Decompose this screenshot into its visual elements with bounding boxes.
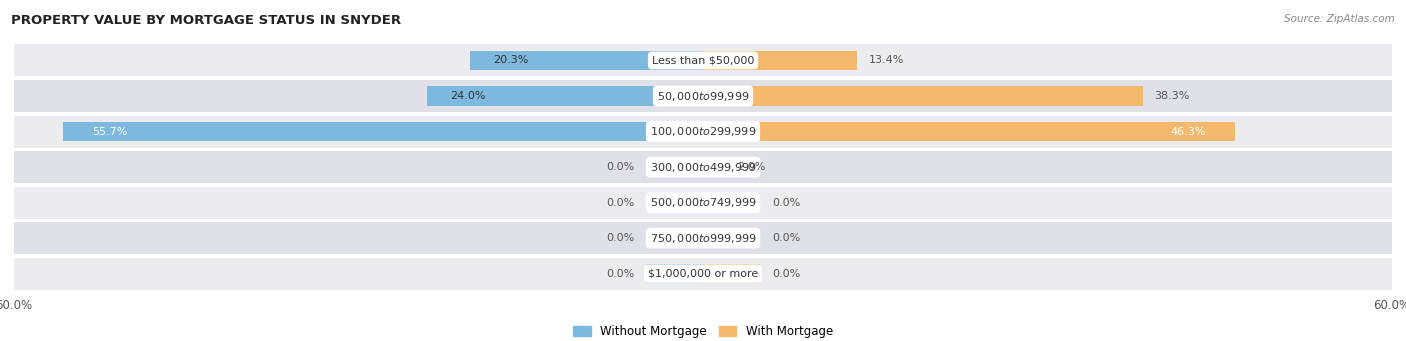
Text: 55.7%: 55.7% [93, 127, 128, 136]
Text: $50,000 to $99,999: $50,000 to $99,999 [657, 89, 749, 103]
Text: Source: ZipAtlas.com: Source: ZipAtlas.com [1284, 14, 1395, 24]
Text: 13.4%: 13.4% [869, 56, 904, 65]
Text: 0.0%: 0.0% [606, 269, 634, 279]
Text: $300,000 to $499,999: $300,000 to $499,999 [650, 161, 756, 174]
Bar [645, 157, 703, 177]
Text: $1,000,000 or more: $1,000,000 or more [648, 269, 758, 279]
Bar [14, 151, 1392, 183]
Text: 20.3%: 20.3% [494, 56, 529, 65]
Text: 38.3%: 38.3% [1154, 91, 1189, 101]
Bar [14, 187, 1392, 219]
Text: 0.0%: 0.0% [606, 233, 634, 243]
Bar [427, 86, 703, 106]
Text: 0.0%: 0.0% [772, 269, 800, 279]
Text: PROPERTY VALUE BY MORTGAGE STATUS IN SNYDER: PROPERTY VALUE BY MORTGAGE STATUS IN SNY… [11, 14, 401, 27]
Text: 0.0%: 0.0% [606, 162, 634, 172]
Text: 24.0%: 24.0% [450, 91, 486, 101]
Text: $100,000 to $299,999: $100,000 to $299,999 [650, 125, 756, 138]
Text: $750,000 to $999,999: $750,000 to $999,999 [650, 232, 756, 245]
Bar [703, 86, 1143, 106]
Text: 2.0%: 2.0% [738, 162, 766, 172]
Bar [645, 193, 703, 212]
Bar [703, 228, 761, 248]
Legend: Without Mortgage, With Mortgage: Without Mortgage, With Mortgage [568, 321, 838, 341]
Bar [703, 122, 1234, 141]
Text: 0.0%: 0.0% [772, 233, 800, 243]
Bar [470, 51, 703, 70]
Bar [645, 228, 703, 248]
Bar [645, 264, 703, 283]
Text: 0.0%: 0.0% [772, 198, 800, 208]
Bar [14, 80, 1392, 112]
Text: $500,000 to $749,999: $500,000 to $749,999 [650, 196, 756, 209]
Bar [14, 116, 1392, 148]
Bar [703, 264, 761, 283]
Text: Less than $50,000: Less than $50,000 [652, 56, 754, 65]
Bar [14, 44, 1392, 76]
Bar [703, 157, 725, 177]
Bar [703, 51, 856, 70]
Bar [14, 222, 1392, 254]
Bar [703, 193, 761, 212]
Bar [14, 258, 1392, 290]
Text: 0.0%: 0.0% [606, 198, 634, 208]
Text: 46.3%: 46.3% [1171, 127, 1206, 136]
Bar [63, 122, 703, 141]
